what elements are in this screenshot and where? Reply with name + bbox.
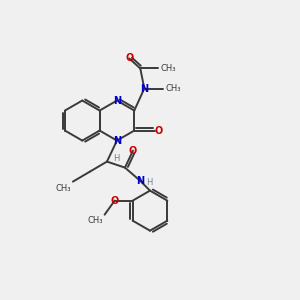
Text: N: N xyxy=(140,83,148,94)
Text: H: H xyxy=(146,178,153,187)
Text: O: O xyxy=(125,53,134,64)
Text: O: O xyxy=(129,146,137,156)
Text: N: N xyxy=(136,176,144,186)
Text: O: O xyxy=(110,196,119,206)
Text: CH₃: CH₃ xyxy=(88,216,103,225)
Text: N: N xyxy=(113,95,121,106)
Text: N: N xyxy=(113,136,121,146)
Text: H: H xyxy=(113,154,120,163)
Text: CH₃: CH₃ xyxy=(160,64,176,73)
Text: O: O xyxy=(154,126,162,136)
Text: CH₃: CH₃ xyxy=(56,184,71,193)
Text: CH₃: CH₃ xyxy=(165,84,181,93)
